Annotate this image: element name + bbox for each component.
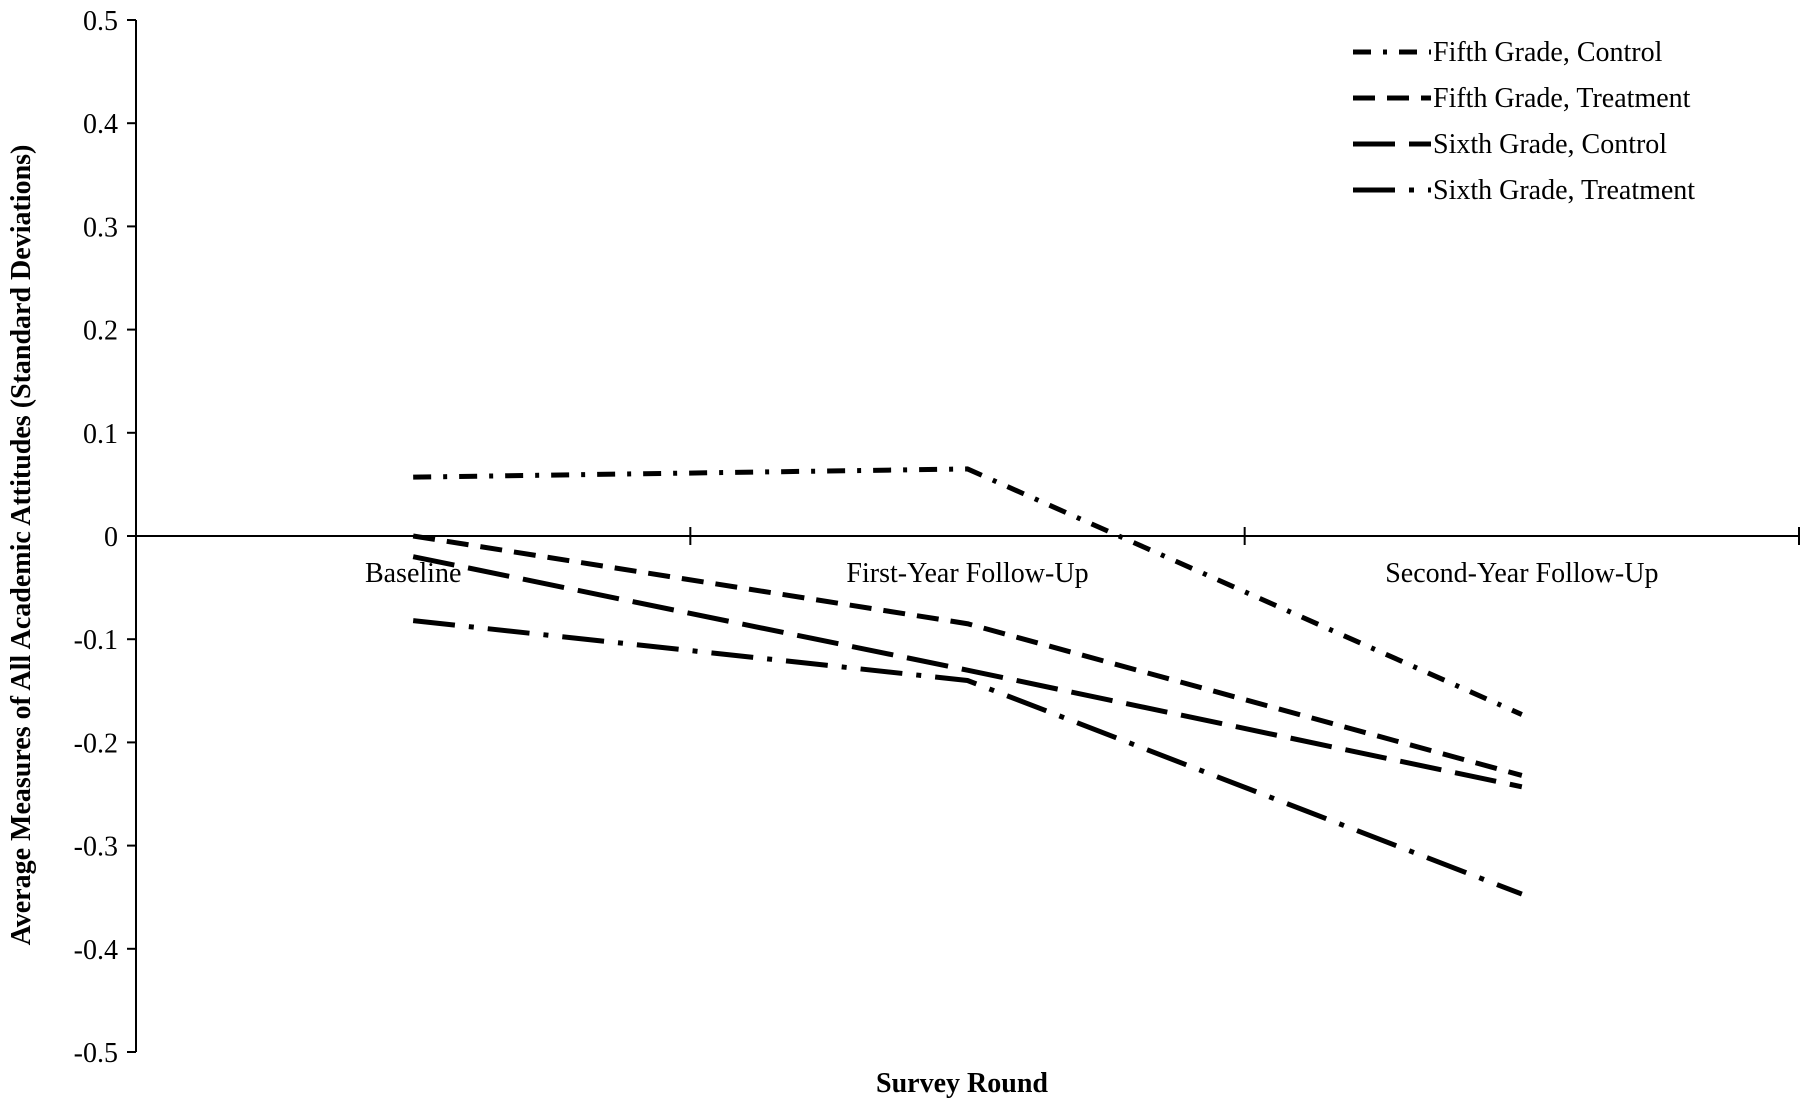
y-tick-label: 0 xyxy=(104,522,118,553)
series-line-4 xyxy=(412,618,1523,897)
y-tick-label: -0.5 xyxy=(74,1038,118,1069)
y-tick-label: -0.1 xyxy=(74,625,118,656)
series-line-3 xyxy=(412,554,1523,790)
legend: Fifth Grade, Control Fifth Grade, Treatme… xyxy=(1353,37,1695,206)
y-tick-label: -0.3 xyxy=(74,832,118,863)
y-tick-label: -0.4 xyxy=(74,935,118,966)
series-layer xyxy=(412,466,1523,897)
y-axis: 0.5 0.4 0.3 0.2 0.1 0 -0.1 -0.2 -0.3 -0.4 -0.5 xyxy=(74,6,137,1069)
y-tick-label: 0.4 xyxy=(83,109,118,140)
y-tick-label: 0.3 xyxy=(83,212,118,243)
y-tick-label: -0.2 xyxy=(74,728,118,759)
x-axis: Baseline First-Year Follow-Up Second-Year … xyxy=(136,527,1800,589)
series-line-2 xyxy=(412,533,1523,778)
x-tick-label: First-Year Follow-Up xyxy=(846,558,1088,589)
y-axis-title: Average Measures of All Academic Attitud… xyxy=(6,145,37,946)
y-tick-label: 0.2 xyxy=(83,316,118,347)
x-tick-label: Second-Year Follow-Up xyxy=(1385,558,1658,589)
legend-label: Sixth Grade, Treatment xyxy=(1433,175,1695,206)
series-line-1 xyxy=(413,466,1523,717)
legend-label: Fifth Grade, Treatment xyxy=(1433,83,1691,114)
legend-label: Fifth Grade, Control xyxy=(1433,37,1663,68)
y-tick-label: 0.5 xyxy=(83,6,118,37)
legend-label: Sixth Grade, Control xyxy=(1433,129,1667,160)
y-tick-label: 0.1 xyxy=(83,419,118,450)
x-axis-title: Survey Round xyxy=(876,1068,1048,1099)
